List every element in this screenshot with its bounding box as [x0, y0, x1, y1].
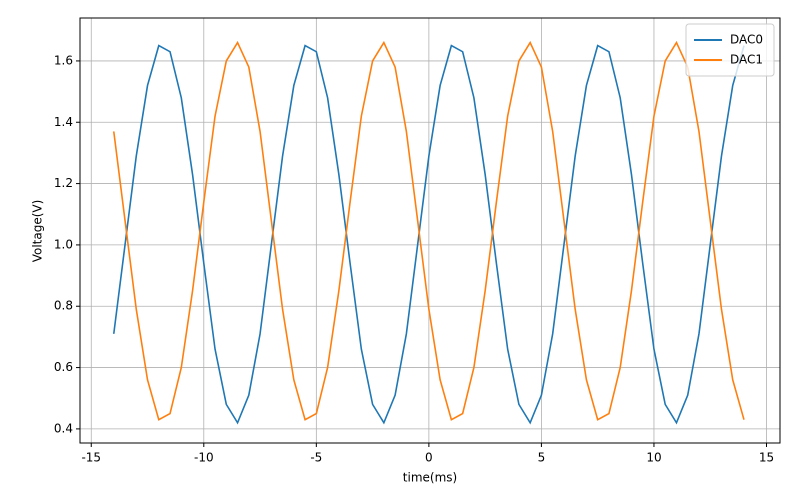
y-tick-label: 1.4	[54, 115, 73, 129]
y-tick-label: 0.6	[54, 360, 73, 374]
legend-label: DAC0	[730, 33, 763, 47]
x-tick-label: -15	[81, 451, 101, 465]
x-tick-label: -5	[310, 451, 322, 465]
x-tick-label: 5	[538, 451, 546, 465]
x-axis-label: time(ms)	[403, 471, 457, 485]
y-tick-label: 0.4	[54, 421, 73, 435]
x-tick-label: -10	[194, 451, 214, 465]
y-tick-label: 1.0	[54, 237, 73, 251]
legend: DAC0 DAC1	[685, 23, 775, 77]
y-tick-label: 1.2	[54, 176, 73, 190]
legend-box	[685, 23, 775, 77]
plot-frame	[79, 17, 781, 444]
x-tick-label: 10	[646, 451, 661, 465]
x-tick-label: 15	[759, 451, 774, 465]
y-tick-label: 0.8	[54, 299, 73, 313]
y-axis-label: Voltage(V)	[31, 200, 45, 263]
x-tick-label: 0	[425, 451, 433, 465]
legend-label: DAC1	[730, 53, 763, 67]
y-tick-label: 1.6	[54, 53, 73, 67]
series-line	[112, 40, 745, 421]
